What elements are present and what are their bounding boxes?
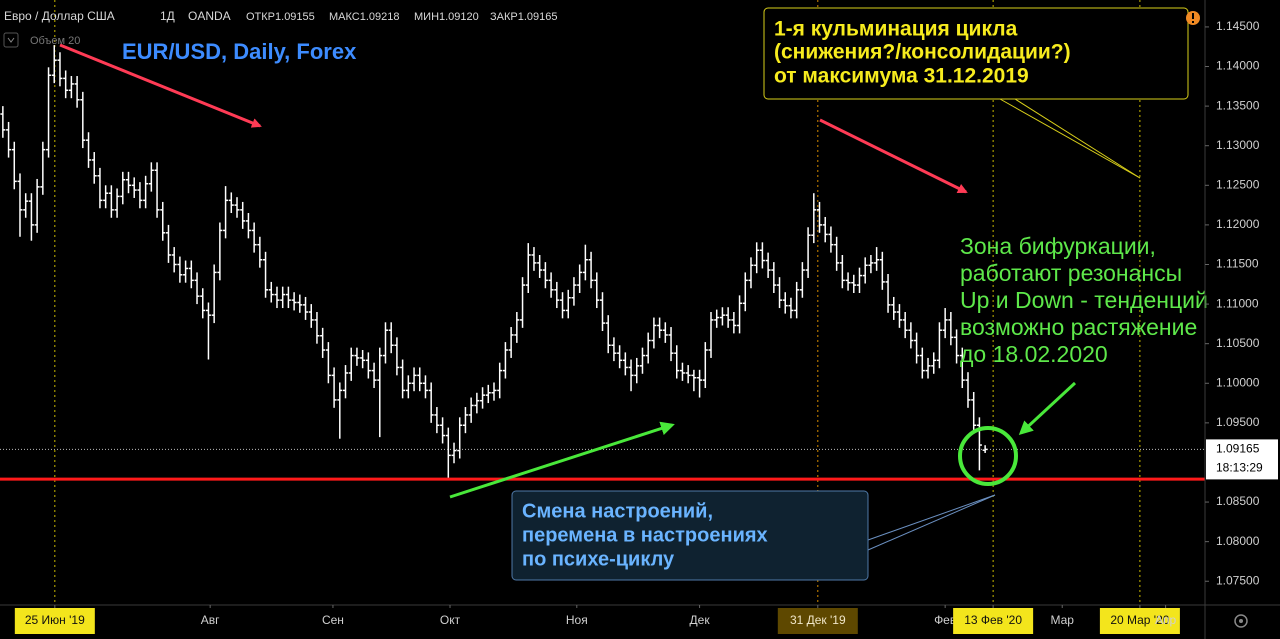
annotation-text: Up и Down - тенденций	[960, 287, 1208, 313]
settings-icon[interactable]	[1234, 614, 1248, 628]
annotation-text: до 18.02.2020	[960, 341, 1108, 367]
last-price-bg	[1206, 439, 1278, 480]
y-tick-label: 1.10500	[1216, 336, 1260, 350]
ohlc-low: МИН1.09120	[414, 11, 479, 23]
date-marker-label-bg	[953, 608, 1034, 634]
y-tick-label: 1.07500	[1216, 573, 1260, 587]
x-tick-label: Дек	[690, 613, 711, 627]
callout-box	[511, 490, 869, 581]
annotation-text: от максимума 31.12.2019	[774, 65, 1029, 88]
highlight-circle	[958, 426, 1018, 486]
x-tick-label: Фев	[934, 613, 956, 627]
price-axis: 1.14500 1.14000 1.13500 1.13000 1.12500 1.120…	[1205, 19, 1260, 587]
date-marker-label-bg	[777, 608, 858, 634]
y-tick-label: 1.11000	[1216, 296, 1259, 310]
symbol: Евро / Доллар США	[4, 9, 115, 23]
arrow	[1018, 381, 1077, 436]
arrow	[59, 43, 262, 128]
y-tick-label: 1.08500	[1216, 494, 1260, 508]
collapse-button[interactable]	[3, 32, 19, 48]
x-tick-label: 13 Фев '20	[964, 613, 1022, 627]
price-bars	[0, 45, 988, 479]
x-tick-label: 31 Дек '19	[790, 613, 846, 627]
y-tick-label: 1.13000	[1216, 138, 1260, 152]
interval: 1Д	[160, 9, 175, 23]
arrow	[819, 118, 968, 194]
annotation-text: Зона бифуркации,	[960, 233, 1156, 259]
settings-icon-center	[1239, 619, 1243, 623]
ohlc-high: МАКС1.09218	[329, 11, 400, 23]
annotation-text: перемена в настроениях	[522, 524, 768, 546]
x-tick-label: Окт	[440, 613, 461, 627]
annotation-text: возможно растяжение	[960, 314, 1197, 340]
annotation-text: 1-я кульминация цикла	[774, 18, 1018, 41]
y-tick-label: 1.09500	[1216, 415, 1260, 429]
callout-line	[867, 494, 996, 551]
date-marker-label-bg	[1099, 608, 1180, 634]
annotation-text: (снижения?/консолидации?)	[774, 41, 1071, 64]
x-tick-label: Авг	[201, 613, 220, 627]
ohlc-open: ОТКР1.09155	[246, 11, 315, 23]
annotation-text: по психе-циклу	[522, 548, 675, 570]
y-tick-label: 1.12000	[1216, 217, 1260, 231]
x-tick-label: 20 Мар '20	[1110, 613, 1169, 627]
date-markers	[54, 0, 1141, 605]
y-tick-label: 1.11500	[1216, 257, 1259, 271]
x-tick-label: 25 Июн '19	[25, 613, 85, 627]
callout-line	[867, 494, 996, 541]
chart-title: EUR/USD, Daily, Forex	[122, 39, 357, 64]
annotation-text: Смена настроений,	[522, 500, 713, 522]
y-tick-label: 1.13500	[1216, 98, 1260, 112]
annotation-text: работают резонансы	[960, 260, 1182, 286]
date-marker-label-bg	[14, 608, 95, 634]
alert-icon-mark	[1192, 21, 1194, 23]
volume-legend: Объем 20	[30, 35, 80, 47]
price-tag: 1.09165 18:13:29	[1206, 439, 1278, 480]
y-tick-label: 1.14500	[1216, 19, 1260, 33]
arrow	[449, 421, 675, 499]
y-tick-label: 1.12500	[1216, 177, 1260, 191]
x-tick-label: Сен	[322, 613, 344, 627]
ohlc-close: ЗАКР1.09165	[490, 11, 558, 23]
alert-icon-mark	[1192, 13, 1194, 19]
y-tick-label: 1.08000	[1216, 534, 1260, 548]
countdown: 18:13:29	[1216, 461, 1263, 475]
callout-box	[763, 7, 1189, 100]
time-axis: 25 Июн '19 Авг Сен Окт Ноя Дек 31 Дек '19 Фев 13…	[14, 605, 1180, 634]
last-price-label: 1.09165	[1216, 442, 1260, 456]
callout-line	[1014, 98, 1141, 179]
x-tick-label: Апр	[1155, 613, 1177, 627]
callout-line	[999, 98, 1141, 179]
collapse-icon	[7, 37, 15, 43]
exchange: OANDA	[188, 9, 231, 23]
y-tick-label: 1.10000	[1216, 375, 1260, 389]
y-tick-label: 1.14000	[1216, 59, 1260, 73]
x-tick-label: Мар	[1050, 613, 1074, 627]
x-tick-label: Ноя	[566, 613, 588, 627]
